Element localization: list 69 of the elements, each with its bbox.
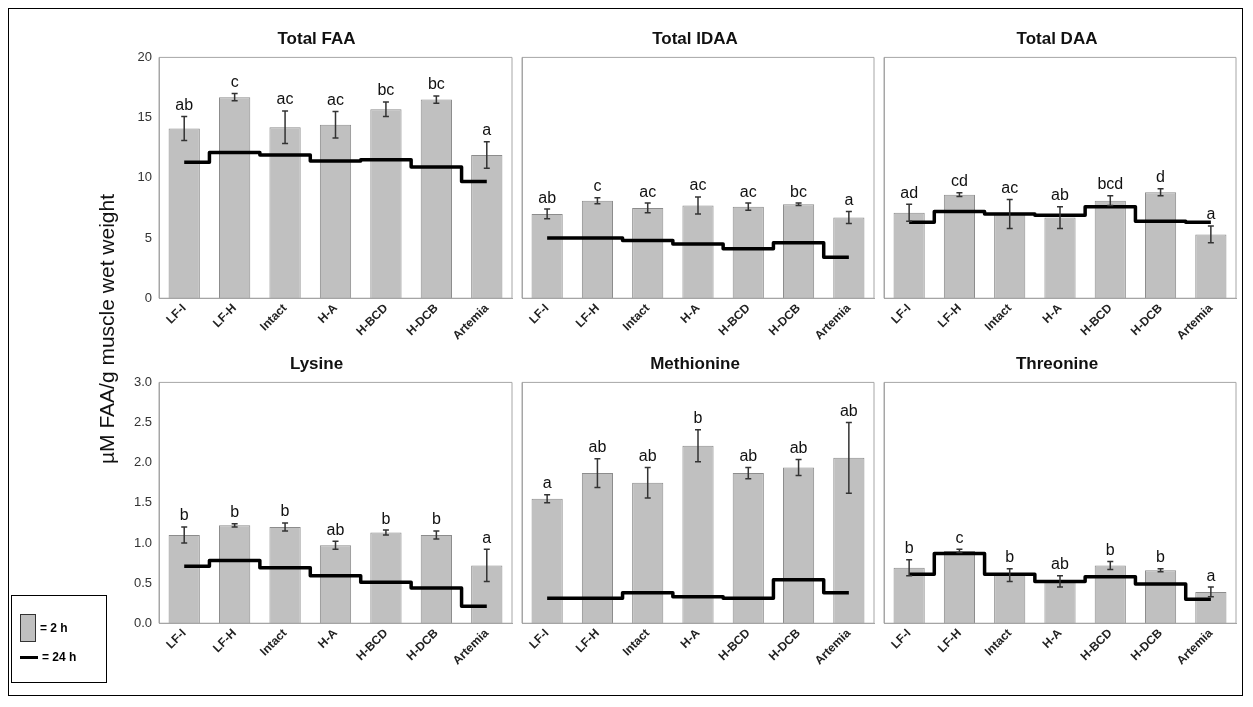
- data-label: ab: [638, 446, 657, 464]
- data-label: ab: [1051, 186, 1069, 204]
- data-label: ab: [789, 438, 808, 456]
- data-label: ac: [739, 182, 757, 200]
- data-label: bcd: [1097, 175, 1124, 193]
- data-label: b: [1105, 540, 1115, 558]
- y-tick-label: 2.5: [133, 414, 152, 430]
- data-label: b: [431, 510, 441, 528]
- chart-title: Threonine: [1015, 353, 1099, 373]
- chart-title: Methionine: [650, 353, 740, 373]
- chart-title: Lysine: [289, 353, 344, 373]
- chart-title: Total FAA: [277, 28, 356, 48]
- data-label: ac: [689, 176, 707, 194]
- data-label: ab: [739, 446, 758, 464]
- data-label: ab: [538, 188, 557, 206]
- legend-label: = 2 h: [40, 621, 68, 635]
- data-label: ab: [839, 401, 858, 419]
- data-label: ac: [276, 90, 294, 108]
- data-label: bc: [790, 182, 808, 200]
- data-label: c: [230, 72, 239, 90]
- data-label: a: [482, 528, 492, 546]
- legend-label: = 24 h: [42, 650, 77, 664]
- data-label: b: [904, 539, 914, 557]
- data-label: b: [230, 503, 240, 521]
- data-label: cd: [950, 172, 968, 190]
- data-label: b: [1005, 548, 1015, 566]
- y-tick-label: 0.0: [133, 614, 152, 630]
- data-label: a: [1206, 566, 1216, 584]
- y-tick-label: 0.5: [133, 574, 152, 590]
- data-label: a: [482, 121, 492, 139]
- data-label: b: [1156, 548, 1166, 566]
- data-label: bc: [377, 81, 395, 99]
- data-label: ab: [588, 438, 607, 456]
- data-label: c: [955, 528, 964, 546]
- x-tick-label: H-A: [1039, 625, 1065, 651]
- x-tick-label: H-A: [677, 625, 703, 651]
- x-tick-label: H-A: [1039, 300, 1065, 326]
- data-label: a: [1206, 205, 1216, 223]
- y-tick-label: 1.0: [133, 534, 152, 550]
- y-tick-label: 3.0: [133, 373, 152, 389]
- data-label: d: [1156, 168, 1166, 186]
- y-tick-label: 20: [137, 48, 152, 64]
- data-label: b: [381, 509, 391, 527]
- data-label: ac: [1001, 178, 1019, 196]
- y-tick-label: 2.0: [133, 454, 152, 470]
- data-label: b: [179, 506, 189, 524]
- data-label: a: [542, 474, 552, 492]
- y-tick-label: 10: [137, 169, 152, 185]
- data-label: ab: [175, 95, 194, 113]
- y-axis-title: µM FAA/g muscle wet weight: [95, 193, 119, 465]
- x-tick-label: H-A: [677, 300, 703, 326]
- data-label: ab: [1051, 555, 1069, 573]
- data-label: ac: [327, 90, 344, 108]
- y-tick-label: 5: [144, 229, 152, 245]
- chart-title: Total DAA: [1016, 28, 1098, 48]
- data-label: ad: [900, 183, 919, 201]
- y-tick-label: 1.5: [133, 494, 152, 510]
- data-label: ab: [326, 520, 345, 538]
- x-tick-label: H-A: [314, 625, 341, 651]
- data-label: b: [280, 502, 290, 520]
- y-tick-label: 0: [144, 289, 152, 305]
- data-label: a: [844, 190, 854, 208]
- data-label: c: [593, 177, 602, 195]
- data-label: ac: [639, 182, 657, 200]
- chart-title: Total IDAA: [652, 28, 738, 48]
- y-tick-label: 15: [137, 109, 152, 125]
- data-label: bc: [427, 75, 445, 93]
- data-label: b: [693, 409, 703, 427]
- x-tick-label: H-A: [314, 300, 341, 326]
